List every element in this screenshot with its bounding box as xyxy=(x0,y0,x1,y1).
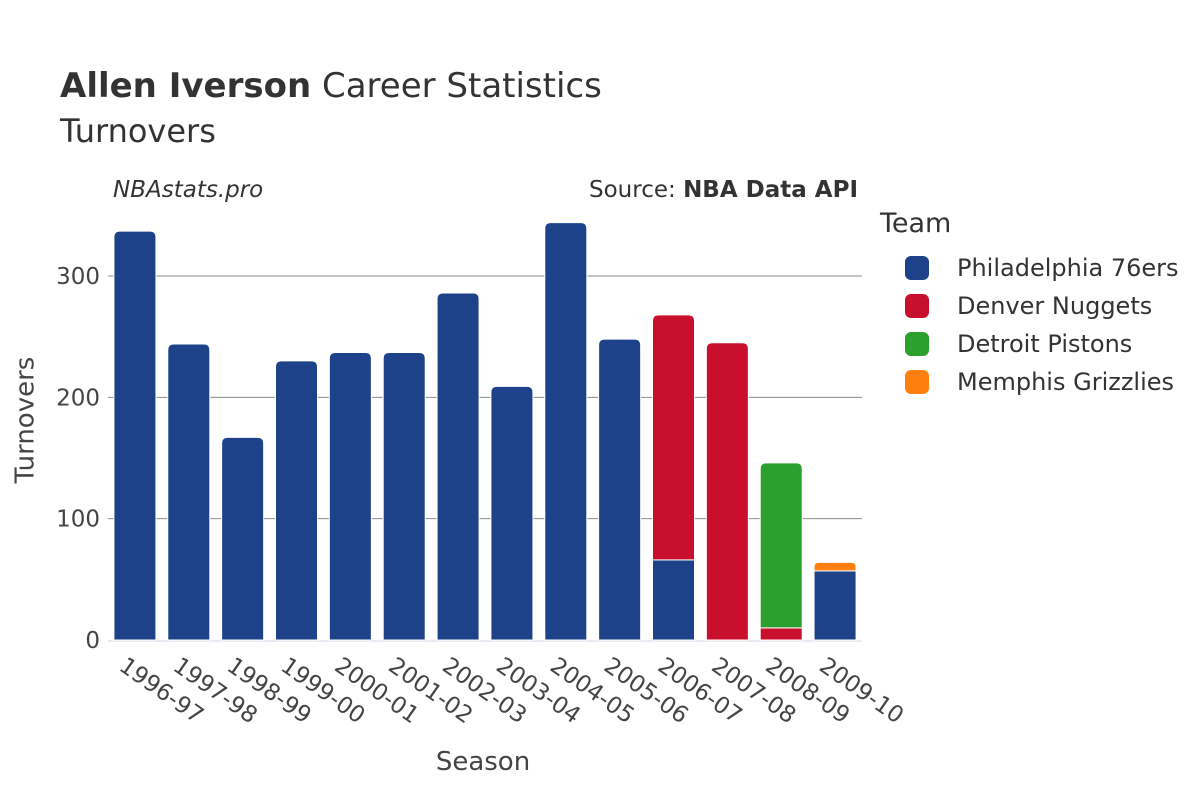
bar-philadelphia-76ers-2001-02[interactable] xyxy=(382,351,426,641)
title-player-name: Allen Iverson xyxy=(60,66,312,106)
source-name: NBA Data API xyxy=(683,177,858,203)
legend-title: Team xyxy=(880,208,952,239)
source-credit: Source: NBA Data API xyxy=(589,177,858,203)
legend-swatch xyxy=(905,370,929,394)
chart-subtitle: Turnovers xyxy=(60,112,216,150)
bar-philadelphia-76ers-2003-04[interactable] xyxy=(490,385,534,641)
y-tick-label: 0 xyxy=(85,628,100,654)
bar-philadelphia-76ers-1999-00[interactable] xyxy=(274,360,319,641)
legend-label: Detroit Pistons xyxy=(957,330,1133,358)
y-tick-label: 100 xyxy=(56,507,100,533)
bar-philadelphia-76ers-2009-10[interactable] xyxy=(813,570,857,641)
legend-label: Philadelphia 76ers xyxy=(957,254,1179,282)
bar-denver-nuggets-2006-07[interactable] xyxy=(651,314,696,561)
bar-philadelphia-76ers-2004-05[interactable] xyxy=(544,222,588,641)
bar-philadelphia-76ers-1997-98[interactable] xyxy=(167,343,211,641)
bar-philadelphia-76ers-2000-01[interactable] xyxy=(328,351,372,641)
source-prefix: Source: xyxy=(589,177,684,203)
title-rest: Career Statistics xyxy=(311,66,602,106)
bar-philadelphia-76ers-2006-07[interactable] xyxy=(651,559,696,641)
bar-philadelphia-76ers-2002-03[interactable] xyxy=(436,292,480,641)
y-axis-title: Turnovers xyxy=(11,357,41,485)
legend-item-detroit[interactable]: Detroit Pistons xyxy=(880,325,1179,363)
bar-memphis-grizzlies-2009-10[interactable] xyxy=(813,561,857,572)
bars xyxy=(113,222,857,641)
legend-swatch xyxy=(905,294,929,318)
bar-philadelphia-76ers-2005-06[interactable] xyxy=(598,338,642,641)
legend-swatch xyxy=(905,256,929,280)
legend-item-memphis[interactable]: Memphis Grizzlies xyxy=(880,363,1179,401)
x-axis-title: Season xyxy=(436,747,530,777)
watermark: NBAstats.pro xyxy=(113,177,264,203)
bar-philadelphia-76ers-1996-97[interactable] xyxy=(113,230,157,641)
y-tick-label: 200 xyxy=(56,385,100,411)
bar-denver-nuggets-2007-08[interactable] xyxy=(705,342,749,641)
legend-label: Memphis Grizzlies xyxy=(957,368,1175,396)
y-tick-label: 300 xyxy=(56,264,100,290)
legend-item-philadelphia[interactable]: Philadelphia 76ers xyxy=(880,249,1179,287)
bar-philadelphia-76ers-1998-99[interactable] xyxy=(221,436,265,641)
legend-item-denver[interactable]: Denver Nuggets xyxy=(880,287,1179,325)
legend-label: Denver Nuggets xyxy=(957,292,1153,320)
bar-denver-nuggets-2008-09[interactable] xyxy=(759,627,803,641)
gridlines xyxy=(108,275,862,642)
legend: Team Philadelphia 76ers Denver Nuggets D… xyxy=(880,208,1179,401)
bar-detroit-pistons-2008-09[interactable] xyxy=(759,462,803,629)
chart-title: Allen Iverson Career Statistics xyxy=(60,66,602,106)
legend-swatch xyxy=(905,332,929,356)
